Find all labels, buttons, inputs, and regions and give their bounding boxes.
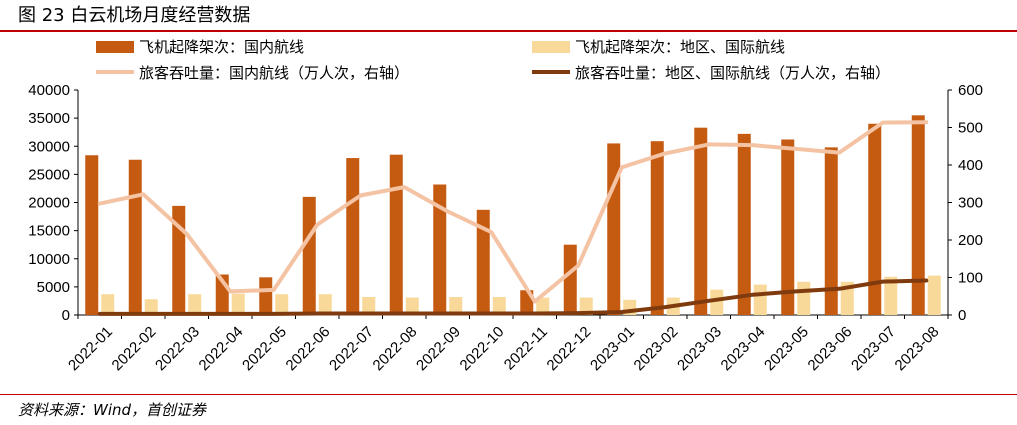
y-left-tick-label: 35000 xyxy=(28,110,70,127)
legend-label-bar-domestic: 飞机起降架次：国内航线 xyxy=(139,38,304,56)
bar-domestic-flights xyxy=(737,133,751,315)
y-right-tick-label: 300 xyxy=(958,195,983,212)
bar-international-flights xyxy=(144,299,158,315)
bar-domestic-flights xyxy=(389,154,403,315)
x-tick-label: 2022-04 xyxy=(196,323,247,374)
bar-international-flights xyxy=(753,284,767,315)
x-tick-label: 2023-08 xyxy=(892,323,943,374)
x-tick-label: 2022-10 xyxy=(457,323,508,374)
line-international-passengers xyxy=(97,278,929,316)
figure-title: 图 23 白云机场月度经营数据 xyxy=(18,5,251,26)
x-tick-label: 2022-07 xyxy=(326,323,377,374)
bar-international-flights xyxy=(405,297,419,315)
bar-domestic-flights xyxy=(607,143,621,315)
bar-international-flights xyxy=(927,275,941,315)
bar-domestic-flights xyxy=(694,127,708,315)
y-left-tick-label: 40000 xyxy=(28,82,70,99)
y-left-tick-label: 25000 xyxy=(28,166,70,183)
legend: 飞机起降架次：国内航线 飞机起降架次：地区、国际航线 旅客吞吐量：国内航线（万人… xyxy=(96,38,890,82)
x-tick-label: 2023-07 xyxy=(848,323,899,374)
bar-domestic-flights xyxy=(781,139,795,315)
legend-swatch-bar-international xyxy=(532,41,570,53)
x-tick-label: 2023-04 xyxy=(718,323,769,374)
bar-domestic-flights xyxy=(346,158,360,315)
bar-international-flights xyxy=(275,294,289,315)
x-tick-label: 2023-03 xyxy=(674,323,725,374)
y-left-tick-label: 20000 xyxy=(28,195,70,212)
y-right-tick-label: 0 xyxy=(958,307,966,324)
bar-international-flights xyxy=(318,294,332,315)
bar-domestic-flights xyxy=(563,244,577,315)
legend-label-bar-international: 飞机起降架次：地区、国际航线 xyxy=(575,38,785,56)
plot-area: 0500010000150002000025000300003500040000… xyxy=(28,82,983,374)
y-left-tick-label: 30000 xyxy=(28,138,70,155)
x-tick-label: 2022-03 xyxy=(152,323,203,374)
bar-domestic-flights xyxy=(911,115,925,315)
source-rule xyxy=(0,394,1017,395)
bar-domestic-flights xyxy=(476,209,490,315)
x-tick-label: 2022-06 xyxy=(283,323,334,374)
legend-label-line-international: 旅客吞吐量：地区、国际航线（万人次，右轴） xyxy=(575,64,890,82)
x-tick-label: 2022-11 xyxy=(501,323,551,373)
line-domestic-passengers xyxy=(97,120,929,304)
bar-domestic-flights xyxy=(172,205,186,315)
y-right-tick-label: 400 xyxy=(958,157,983,174)
bar-domestic-flights xyxy=(259,277,273,315)
bar-international-flights xyxy=(492,297,506,315)
y-left-tick-label: 0 xyxy=(62,307,70,324)
bar-international-flights xyxy=(362,297,376,315)
bar-international-flights xyxy=(840,281,854,315)
bar-international-flights xyxy=(101,294,115,315)
y-left-tick-label: 10000 xyxy=(28,251,70,268)
bar-domestic-flights xyxy=(650,141,664,315)
y-right-tick-label: 200 xyxy=(958,232,983,249)
x-tick-label: 2022-08 xyxy=(370,323,421,374)
bar-international-flights xyxy=(231,293,245,315)
bar-domestic-flights xyxy=(302,196,316,315)
y-right-tick-label: 600 xyxy=(958,82,983,99)
y-right-tick-label: 100 xyxy=(958,270,983,287)
x-tick-label: 2022-12 xyxy=(544,323,595,374)
bar-international-flights xyxy=(188,294,202,315)
bar-international-flights xyxy=(579,297,593,315)
bar-international-flights xyxy=(536,297,550,315)
chart: 飞机起降架次：国内航线 飞机起降架次：地区、国际航线 旅客吞吐量：国内航线（万人… xyxy=(28,38,983,374)
x-tick-label: 2023-06 xyxy=(805,323,856,374)
x-tick-label: 2023-05 xyxy=(761,323,812,374)
legend-swatch-bar-domestic xyxy=(96,41,134,53)
bar-international-flights xyxy=(710,289,724,315)
legend-label-line-domestic: 旅客吞吐量：国内航线（万人次，右轴） xyxy=(139,64,409,82)
bar-domestic-flights xyxy=(433,184,447,315)
bar-domestic-flights xyxy=(868,123,882,315)
x-tick-label: 2022-01 xyxy=(65,323,116,374)
y-right-tick-label: 500 xyxy=(958,120,983,137)
x-tick-label: 2023-01 xyxy=(587,323,638,374)
bar-domestic-flights xyxy=(128,159,142,315)
x-tick-label: 2022-02 xyxy=(109,323,160,374)
x-tick-label: 2022-05 xyxy=(239,323,290,374)
bar-domestic-flights xyxy=(85,155,99,315)
x-tick-label: 2022-09 xyxy=(413,323,464,374)
bar-international-flights xyxy=(797,281,811,315)
y-left-tick-label: 5000 xyxy=(37,279,70,296)
bar-international-flights xyxy=(449,297,463,315)
x-tick-label: 2023-02 xyxy=(631,323,682,374)
y-left-tick-label: 15000 xyxy=(28,223,70,240)
bar-domestic-flights xyxy=(824,147,838,315)
bar-international-flights xyxy=(884,276,898,315)
source-note: 资料来源：Wind，首创证券 xyxy=(18,401,207,419)
title-rule xyxy=(0,30,1017,32)
